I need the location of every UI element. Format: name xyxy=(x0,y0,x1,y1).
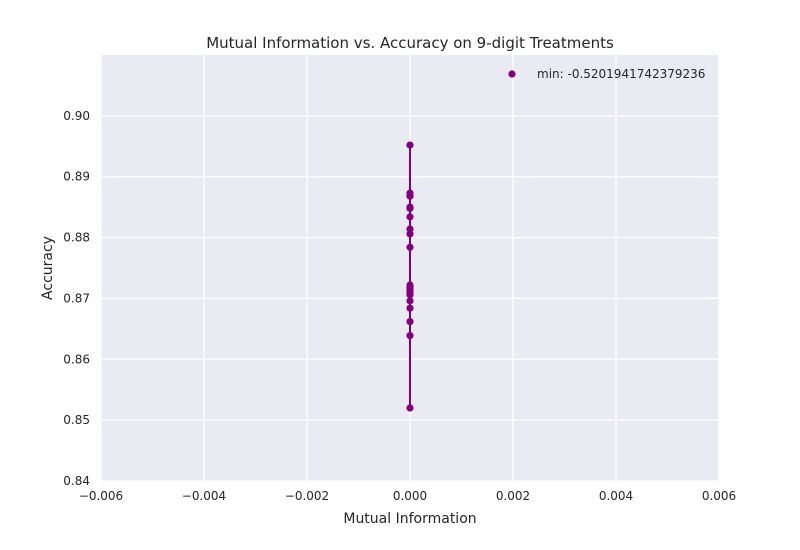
data-point xyxy=(406,230,414,238)
y-tick-label: 0.84 xyxy=(63,474,90,488)
y-tick-label: 0.85 xyxy=(63,413,90,427)
x-tick-label: 0.000 xyxy=(393,489,427,503)
legend-label: min: -0.5201941742379236 xyxy=(537,67,705,81)
data-point xyxy=(406,317,414,326)
tick-labels: −0.006 −0.004 −0.002 0.000 0.002 0.004 0.006 0.… xyxy=(63,109,736,503)
data-series xyxy=(406,141,414,412)
data-point xyxy=(406,204,414,212)
chart-title: Mutual Information vs. Accuracy on 9-dig… xyxy=(206,34,614,52)
data-point xyxy=(406,331,414,340)
x-tick-label: 0.006 xyxy=(702,489,736,503)
data-point xyxy=(406,282,414,290)
y-tick-label: 0.90 xyxy=(63,109,90,123)
y-tick-label: 0.87 xyxy=(63,291,90,305)
x-tick-label: −0.006 xyxy=(79,489,123,503)
y-tick-label: 0.89 xyxy=(63,170,90,184)
data-point xyxy=(406,213,414,221)
x-tick-label: 0.002 xyxy=(496,489,530,503)
data-point xyxy=(406,141,414,149)
data-point xyxy=(406,243,414,251)
data-point xyxy=(406,291,414,299)
data-point xyxy=(406,297,414,305)
y-axis-label: Accuracy xyxy=(40,236,56,300)
data-point xyxy=(406,404,414,412)
x-tick-label: 0.004 xyxy=(599,489,633,503)
y-tick-label: 0.88 xyxy=(63,231,90,245)
data-point xyxy=(406,304,414,312)
legend: min: -0.5201941742379236 xyxy=(508,67,705,81)
data-point xyxy=(406,192,414,200)
x-tick-label: −0.004 xyxy=(182,489,226,503)
y-tick-label: 0.86 xyxy=(63,352,90,366)
x-tick-label: −0.002 xyxy=(285,489,329,503)
x-axis-label: Mutual Information xyxy=(343,511,476,527)
legend-marker xyxy=(508,70,516,78)
